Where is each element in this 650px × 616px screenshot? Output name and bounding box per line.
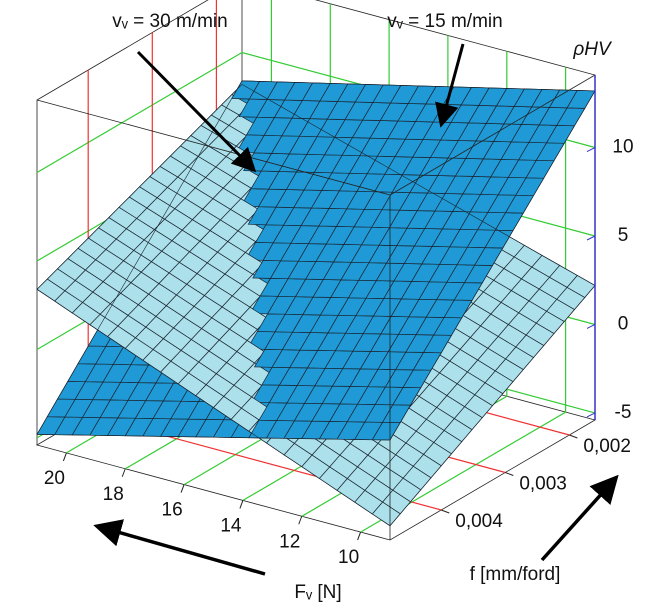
tick (569, 434, 578, 439)
tick (586, 324, 596, 329)
x-tick-label: 18 (103, 484, 124, 505)
z-tick-label: 10 (612, 137, 633, 158)
z-tick-label: -5 (615, 402, 632, 423)
annotation-arrow (435, 43, 465, 128)
x-tick-label: 14 (220, 515, 242, 536)
x-tick-label: 12 (279, 531, 300, 552)
y-tick-label: 0,004 (455, 511, 503, 532)
tick (505, 472, 514, 476)
tick (586, 147, 596, 152)
tick (298, 516, 303, 525)
annotation: vᵥ = 30 m/min (112, 11, 227, 32)
tick (586, 235, 596, 241)
x-tick-label: 16 (162, 500, 183, 521)
axis-arrow (93, 519, 266, 576)
axis-arrow (540, 474, 619, 562)
x-tick-label: 10 (338, 547, 359, 568)
y-tick-label: 0,003 (519, 474, 567, 495)
tick (121, 468, 126, 477)
z-tick-label: 0 (618, 313, 629, 334)
x-axis-label: Fᵥ [N] (294, 582, 341, 603)
annotation: vᵥ = 15 m/min (387, 11, 502, 32)
tick (62, 452, 67, 462)
z-axis-label: ρHV (572, 39, 613, 60)
y-axis-label: f [mm/ford] (470, 564, 561, 585)
tick (586, 412, 596, 418)
tick (180, 484, 185, 493)
x-tick-label: 20 (44, 468, 65, 489)
y-tick-label: 0,002 (583, 436, 631, 457)
z-tick-label: 5 (618, 225, 629, 246)
tick (441, 509, 450, 514)
tick (357, 531, 362, 541)
box-edge (389, 74, 596, 196)
tick (239, 500, 244, 509)
annotation-arrow (136, 50, 257, 173)
grid-line (360, 67, 567, 533)
